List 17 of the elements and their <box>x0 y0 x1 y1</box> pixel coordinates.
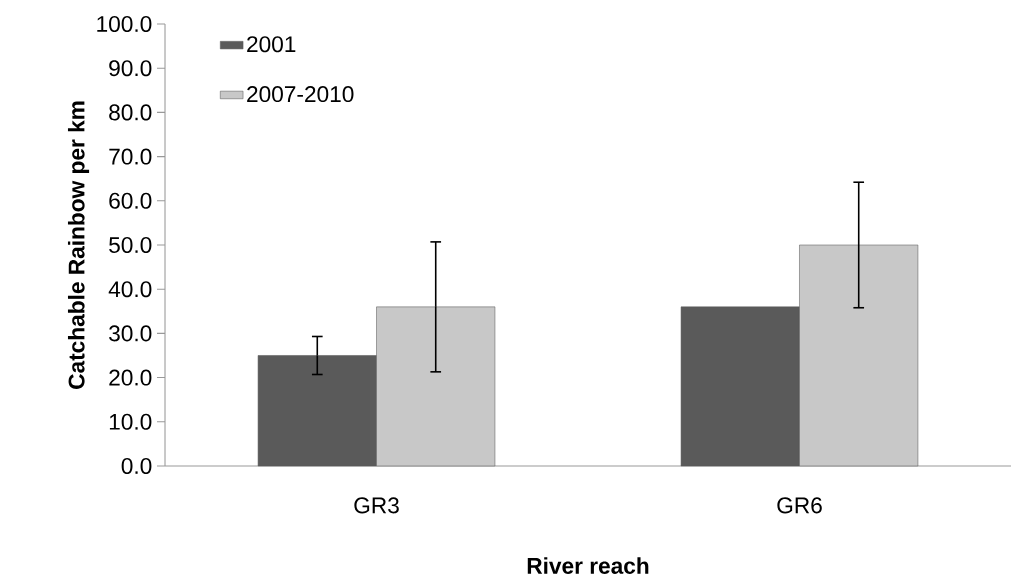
y-tick-label: 40.0 <box>108 281 152 298</box>
legend-label: 2001 <box>247 36 296 53</box>
y-tick-label: 10.0 <box>109 413 152 430</box>
y-tick-label: 90.0 <box>109 60 152 77</box>
legend-label: 2007-2010 <box>247 86 354 103</box>
y-axis-title: Catchable Rainbow per km <box>67 101 90 389</box>
y-tick-label: 50.0 <box>109 236 152 254</box>
x-axis-title: River reach <box>527 557 649 574</box>
x-tick-label: GR3 <box>354 497 399 514</box>
y-tick-label: 60.0 <box>109 192 152 209</box>
y-tick-label: 0.0 <box>121 457 152 475</box>
y-tick-label: 80.0 <box>109 104 152 121</box>
x-tick-label: GR6 <box>777 497 822 514</box>
y-tick-label: 20.0 <box>109 369 152 386</box>
y-tick-label: 30.0 <box>109 325 152 342</box>
y-tick-label: 100.0 <box>97 15 152 33</box>
y-tick-label: 70.0 <box>109 148 152 165</box>
